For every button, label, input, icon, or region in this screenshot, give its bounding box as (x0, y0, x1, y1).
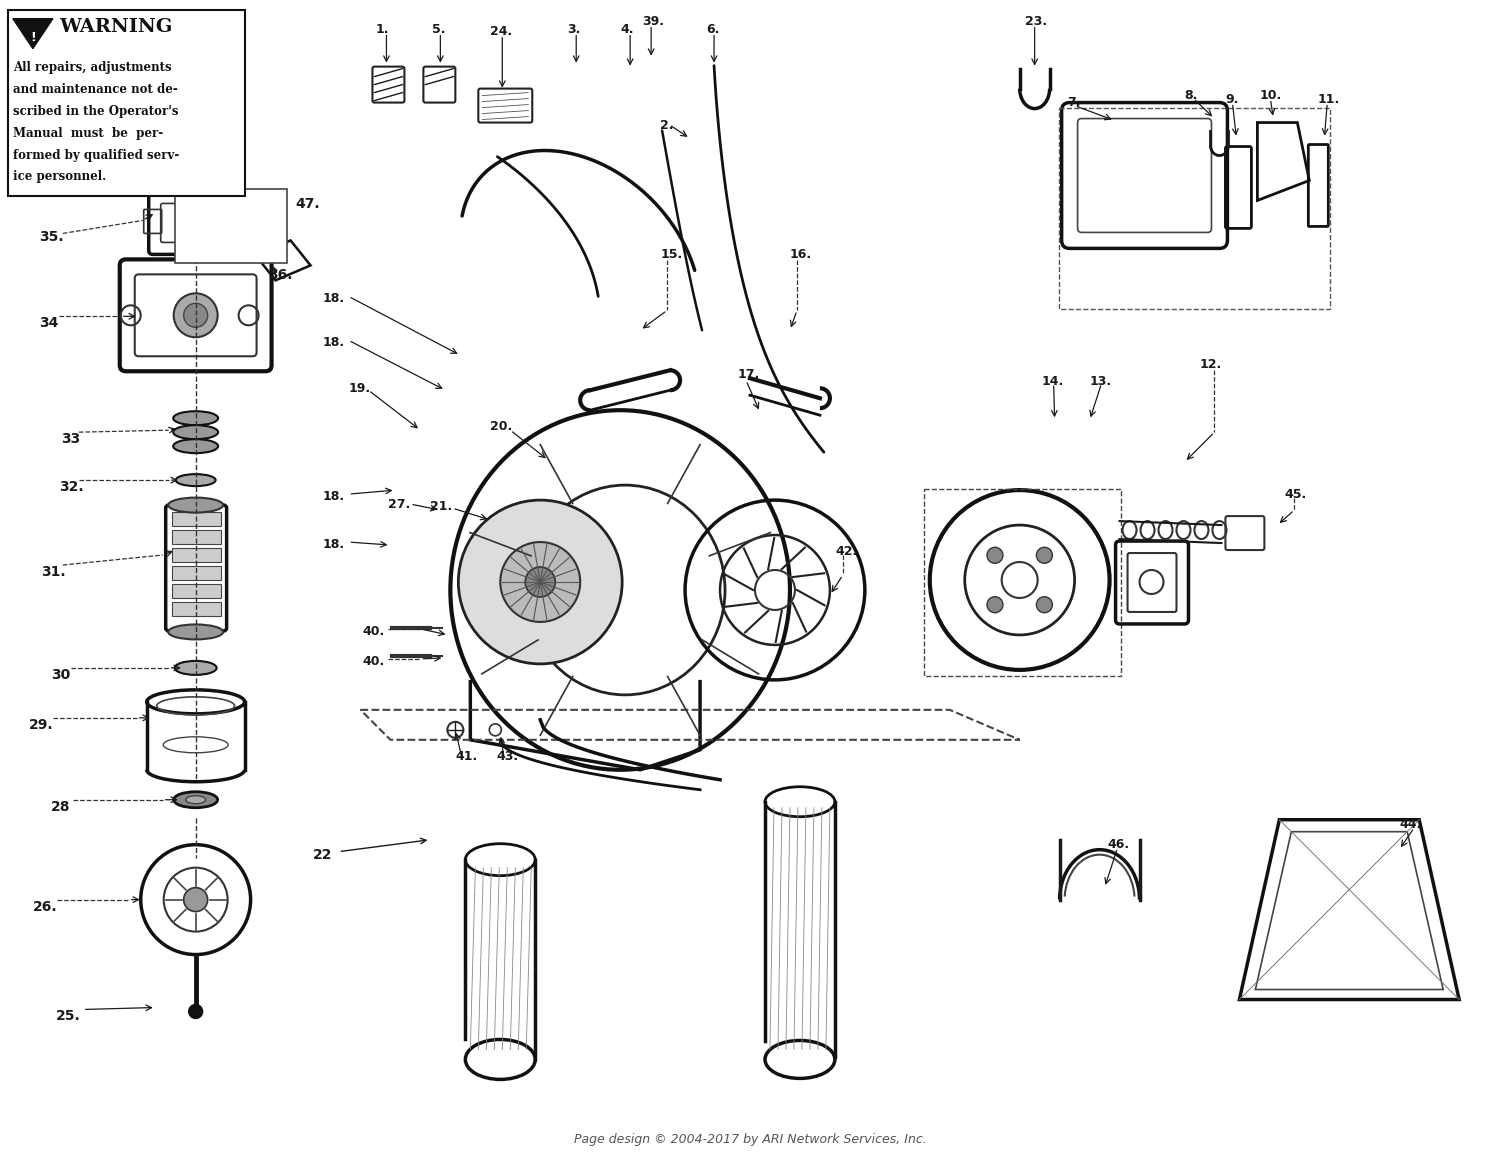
Text: 7.: 7. (1068, 95, 1082, 108)
Circle shape (256, 222, 264, 230)
Text: 46.: 46. (1107, 838, 1130, 851)
Ellipse shape (765, 1040, 836, 1078)
Text: 18.: 18. (322, 538, 345, 551)
Text: 28: 28 (51, 799, 70, 813)
Text: 20.: 20. (490, 421, 513, 433)
Text: 5.: 5. (432, 23, 445, 36)
Ellipse shape (172, 425, 217, 439)
Bar (171, 530, 220, 544)
Text: 1.: 1. (375, 23, 388, 36)
Text: scribed in the Operator's: scribed in the Operator's (13, 105, 178, 117)
Text: 27.: 27. (388, 498, 411, 511)
Ellipse shape (174, 791, 217, 808)
Text: 24.: 24. (490, 24, 513, 37)
Text: 44.: 44. (1400, 818, 1422, 831)
Circle shape (525, 567, 555, 597)
Text: 21.: 21. (430, 500, 453, 514)
Text: 22: 22 (312, 848, 332, 862)
Text: 32.: 32. (58, 480, 84, 494)
Text: 39.: 39. (642, 15, 664, 28)
Text: 18.: 18. (322, 490, 345, 503)
Text: All repairs, adjustments: All repairs, adjustments (13, 60, 171, 73)
Text: 31.: 31. (40, 565, 66, 579)
Circle shape (459, 500, 622, 664)
Ellipse shape (168, 497, 224, 512)
Text: 40.: 40. (363, 655, 384, 668)
Text: 19.: 19. (348, 382, 370, 395)
Text: 33: 33 (62, 432, 80, 446)
Bar (171, 548, 220, 562)
Text: ice personnel.: ice personnel. (13, 171, 106, 184)
Ellipse shape (465, 844, 536, 876)
Text: 18.: 18. (322, 336, 345, 350)
Ellipse shape (174, 661, 216, 675)
Text: 34: 34 (39, 316, 58, 330)
Text: 4.: 4. (620, 23, 633, 36)
Text: 10.: 10. (1260, 88, 1281, 101)
Text: 13.: 13. (1089, 375, 1112, 388)
Bar (171, 512, 220, 526)
Text: 15.: 15. (660, 249, 682, 261)
Ellipse shape (176, 474, 216, 486)
Text: 12.: 12. (1200, 358, 1221, 372)
Text: 35.: 35. (39, 230, 63, 244)
Text: ←  38.: ← 38. (176, 198, 217, 210)
Text: 45.: 45. (1284, 488, 1306, 501)
Circle shape (256, 201, 264, 209)
Bar (171, 602, 220, 616)
Text: 8.: 8. (1185, 88, 1198, 101)
Ellipse shape (765, 787, 836, 817)
FancyBboxPatch shape (174, 189, 286, 264)
Text: 17.: 17. (738, 368, 760, 381)
Circle shape (174, 293, 217, 337)
Ellipse shape (168, 624, 224, 639)
Text: 42.: 42. (836, 545, 858, 558)
Text: Manual  must  be  per-: Manual must be per- (13, 127, 164, 139)
Text: ←  37.: ← 37. (176, 218, 217, 231)
Circle shape (183, 888, 207, 912)
Text: 25.: 25. (56, 1010, 81, 1024)
FancyBboxPatch shape (8, 9, 244, 196)
Text: 36.: 36. (268, 268, 292, 282)
Text: 26.: 26. (33, 899, 57, 913)
Text: 18.: 18. (322, 293, 345, 306)
Circle shape (501, 541, 580, 622)
Text: 14.: 14. (1041, 375, 1064, 388)
Ellipse shape (172, 411, 217, 425)
Circle shape (1036, 597, 1053, 612)
Bar (171, 584, 220, 598)
Text: 16.: 16. (790, 249, 812, 261)
Text: 23.: 23. (1024, 15, 1047, 28)
Text: WARNING: WARNING (58, 17, 172, 36)
Text: 9.: 9. (1226, 93, 1239, 106)
Text: 3.: 3. (567, 23, 580, 36)
Circle shape (987, 547, 1004, 564)
Ellipse shape (186, 796, 206, 804)
Text: 11.: 11. (1317, 93, 1340, 106)
Ellipse shape (465, 1040, 536, 1079)
Text: formed by qualified serv-: formed by qualified serv- (13, 149, 178, 162)
Circle shape (1036, 547, 1053, 564)
Polygon shape (13, 19, 52, 49)
Circle shape (987, 597, 1004, 612)
Text: !: ! (30, 31, 36, 44)
Text: Page design © 2004-2017 by ARI Network Services, Inc.: Page design © 2004-2017 by ARI Network S… (573, 1133, 927, 1146)
Bar (171, 566, 220, 580)
Ellipse shape (172, 439, 217, 453)
Text: 43.: 43. (496, 749, 519, 762)
Text: and maintenance not de-: and maintenance not de- (13, 83, 177, 95)
Text: 41.: 41. (456, 749, 477, 762)
Text: 40.: 40. (363, 625, 384, 638)
Circle shape (183, 303, 207, 328)
Text: 29.: 29. (28, 718, 54, 732)
Text: 30: 30 (51, 668, 70, 682)
Text: 2.: 2. (660, 119, 674, 131)
Text: 6.: 6. (706, 23, 720, 36)
Circle shape (189, 1004, 202, 1018)
Text: 47.: 47. (296, 198, 320, 211)
